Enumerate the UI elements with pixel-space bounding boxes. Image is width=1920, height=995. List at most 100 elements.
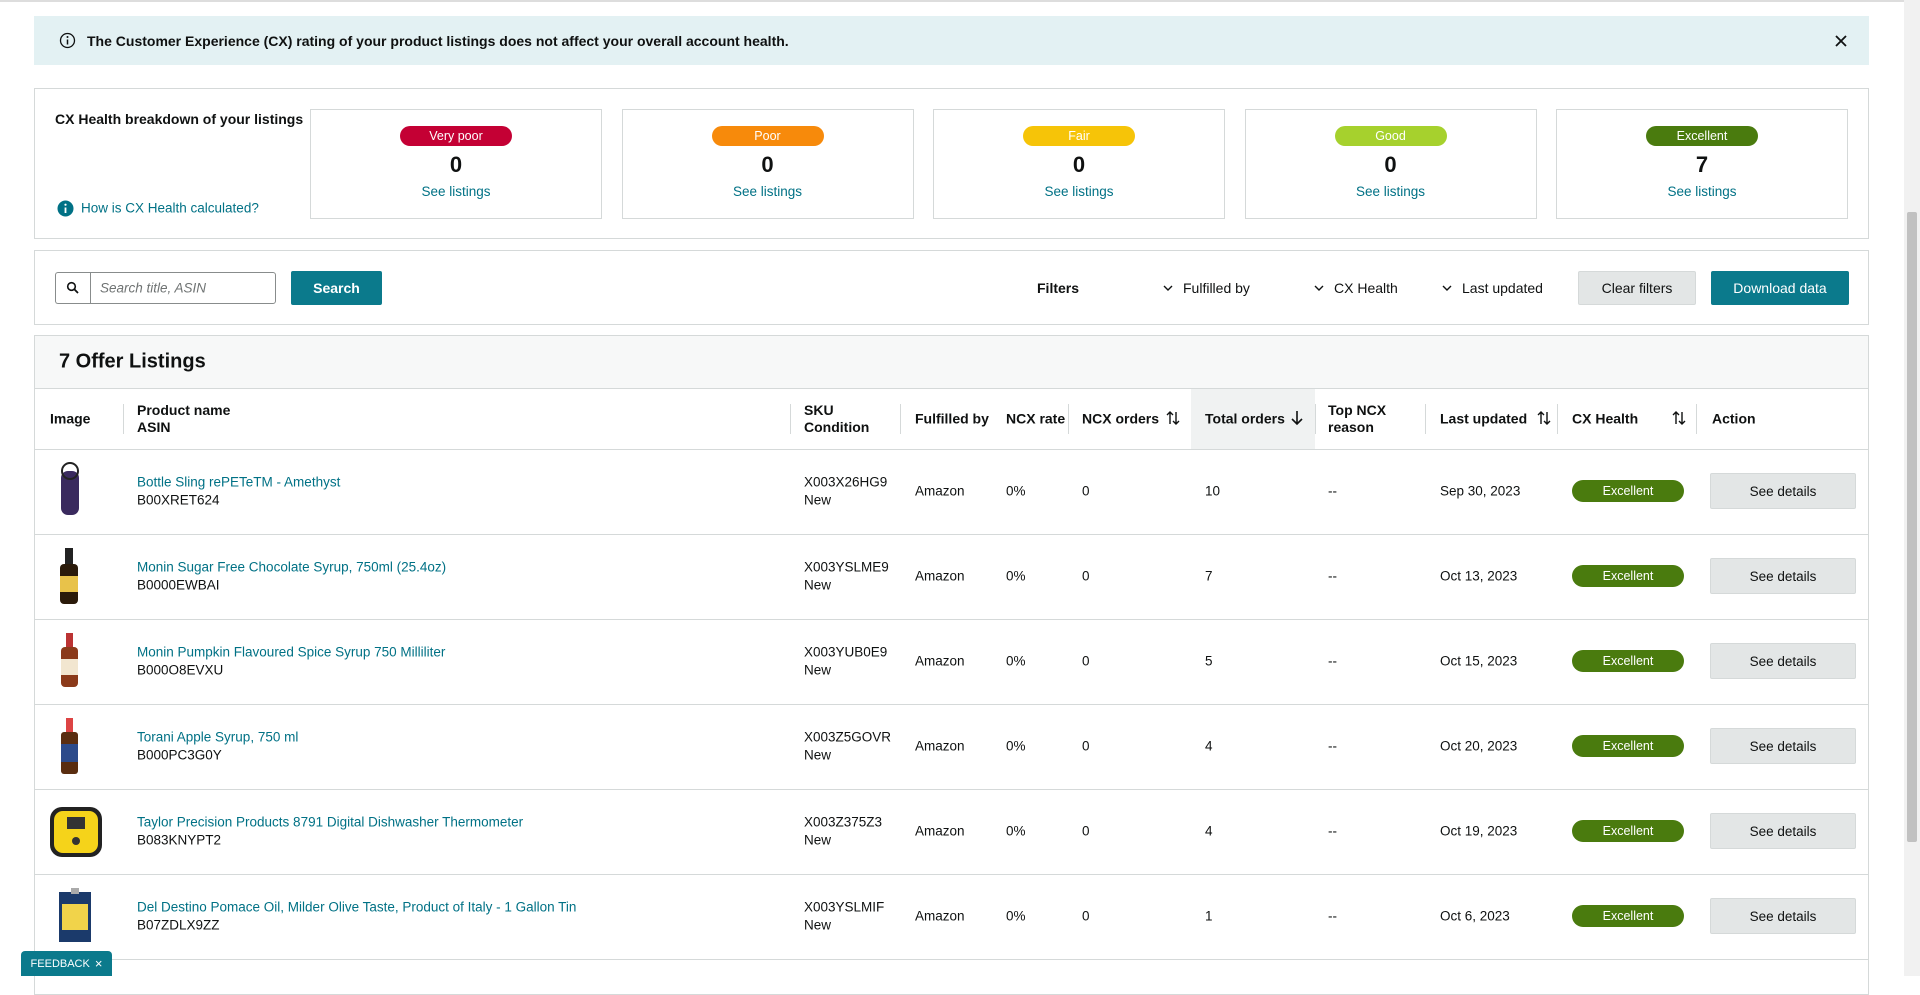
see-details-button[interactable]: See details bbox=[1710, 473, 1856, 509]
column-separator bbox=[1068, 404, 1069, 434]
column-header: Total orders bbox=[1205, 411, 1285, 428]
product-line1[interactable]: Torani Apple Syrup, 750 ml bbox=[137, 729, 299, 745]
total-orders: 5 bbox=[1205, 653, 1213, 669]
product-line1[interactable]: Monin Sugar Free Chocolate Syrup, 750ml … bbox=[137, 559, 447, 575]
column-separator bbox=[790, 404, 791, 434]
filter-label: Fulfilled by bbox=[1183, 280, 1250, 296]
download-button[interactable]: Download data bbox=[1711, 271, 1849, 305]
column-separator bbox=[1425, 404, 1426, 434]
product-image[interactable] bbox=[45, 544, 107, 608]
see-listings-link[interactable]: See listings bbox=[1044, 184, 1114, 199]
product-line1[interactable]: Bottle Sling rePETeTM - Amethyst bbox=[137, 474, 341, 490]
filter-dropdown[interactable]: Fulfilled by bbox=[1163, 272, 1250, 304]
see-listings-link[interactable]: See listings bbox=[732, 184, 803, 199]
search-icon-box bbox=[55, 272, 90, 304]
product-line1[interactable]: Monin Pumpkin Flavoured Spice Syrup 750 … bbox=[137, 644, 446, 660]
cx-health-badge: Excellent bbox=[1572, 820, 1684, 842]
product-line1[interactable]: Taylor Precision Products 8791 Digital D… bbox=[137, 814, 524, 830]
see-details-button[interactable]: See details bbox=[1710, 813, 1856, 849]
top-ncx-reason: -- bbox=[1328, 653, 1337, 669]
see-listings-link[interactable]: See listings bbox=[1355, 184, 1426, 199]
listings-panel: 7 Offer Listings Image Product name ASIN SK… bbox=[34, 335, 1869, 995]
feedback-close[interactable]: × bbox=[94, 956, 103, 971]
row-divider bbox=[35, 534, 1868, 535]
search-icon bbox=[66, 281, 79, 294]
fulfilled-by: Amazon bbox=[915, 653, 965, 669]
filter-dropdown[interactable]: Last updated bbox=[1442, 272, 1543, 304]
last-updated: Sep 30, 2023 bbox=[1440, 483, 1521, 499]
top-ncx-reason: -- bbox=[1328, 823, 1337, 839]
sku-line1: X003YSLME9 bbox=[804, 559, 889, 575]
breakdown-title: CX Health breakdown of your listings bbox=[55, 111, 304, 127]
health-card: Excellent 7 See listings bbox=[1556, 109, 1848, 219]
product-image[interactable] bbox=[45, 799, 107, 863]
column-header: CX Health bbox=[1572, 411, 1638, 428]
product-line2: B083KNYPT2 bbox=[137, 832, 222, 848]
sort-icon[interactable] bbox=[1166, 410, 1180, 426]
sort-icon[interactable] bbox=[1537, 410, 1551, 426]
scrollbar-thumb[interactable] bbox=[1907, 212, 1917, 842]
sort-icon[interactable] bbox=[1672, 410, 1686, 426]
cx-health-badge: Excellent bbox=[1572, 650, 1684, 672]
sort-icon[interactable] bbox=[1290, 410, 1304, 426]
column-header-line: SKU bbox=[804, 402, 834, 418]
product-image[interactable] bbox=[45, 459, 107, 523]
help-link[interactable]: How is CX Health calculated? bbox=[81, 200, 259, 216]
column-header-line: Top NCX bbox=[1328, 402, 1387, 418]
see-details-button[interactable]: See details bbox=[1710, 558, 1856, 594]
column-header: NCX orders bbox=[1082, 411, 1159, 428]
column-header-line: NCX orders bbox=[1082, 410, 1160, 427]
clear-filters-button[interactable]: Clear filters bbox=[1578, 271, 1696, 305]
see-listings-link[interactable]: See listings bbox=[421, 184, 491, 199]
info-icon bbox=[59, 32, 76, 49]
last-updated: Oct 20, 2023 bbox=[1440, 738, 1518, 754]
see-details-button[interactable]: See details bbox=[1710, 728, 1856, 764]
product-image[interactable] bbox=[45, 714, 107, 778]
health-count: 0 bbox=[1072, 152, 1086, 177]
column-header: Product name ASIN bbox=[137, 402, 230, 436]
column-header: Top NCX reason bbox=[1328, 402, 1386, 436]
health-badge: Excellent bbox=[1646, 126, 1758, 146]
health-badge: Fair bbox=[1023, 126, 1135, 146]
sku-line1: X003Z5GOVR bbox=[804, 729, 892, 745]
product-image[interactable] bbox=[45, 884, 107, 948]
close-button[interactable] bbox=[1834, 34, 1848, 48]
column-header: NCX rate bbox=[1006, 411, 1065, 428]
ncx-rate: 0% bbox=[1006, 823, 1026, 839]
column-header-line: Fulfilled by bbox=[915, 410, 989, 427]
search-input[interactable]: Search title, ASIN bbox=[90, 272, 276, 304]
see-listings-link[interactable]: See listings bbox=[1667, 184, 1737, 199]
product-line2: B000PC3G0Y bbox=[137, 747, 222, 763]
ncx-orders: 0 bbox=[1082, 568, 1090, 584]
column-separator bbox=[1696, 404, 1697, 434]
top-ncx-reason: -- bbox=[1328, 738, 1337, 754]
product-line1[interactable]: Del Destino Pomace Oil, Milder Olive Tas… bbox=[137, 899, 577, 915]
ncx-orders: 0 bbox=[1082, 653, 1090, 669]
chevron-icon bbox=[1163, 285, 1173, 291]
search-button[interactable]: Search bbox=[291, 271, 382, 305]
feedback-tab[interactable]: FEEDBACK × bbox=[21, 951, 112, 976]
sku-line2: New bbox=[804, 492, 832, 508]
product-image[interactable] bbox=[45, 629, 107, 693]
column-header-line: NCX rate bbox=[1006, 410, 1066, 427]
row-divider bbox=[35, 619, 1868, 620]
ncx-rate: 0% bbox=[1006, 483, 1026, 499]
ncx-rate: 0% bbox=[1006, 653, 1026, 669]
filter-label: Last updated bbox=[1462, 280, 1543, 296]
column-separator bbox=[123, 404, 124, 434]
filter-dropdown[interactable]: CX Health bbox=[1314, 272, 1398, 304]
column-header-line: Last updated bbox=[1440, 410, 1528, 427]
ncx-orders: 0 bbox=[1082, 823, 1090, 839]
column-header: Fulfilled by bbox=[915, 411, 989, 428]
sku-line2: New bbox=[804, 577, 832, 593]
ncx-orders: 0 bbox=[1082, 483, 1090, 499]
last-updated: Oct 6, 2023 bbox=[1440, 908, 1510, 924]
see-details-button[interactable]: See details bbox=[1710, 643, 1856, 679]
column-header-line: Condition bbox=[804, 419, 870, 435]
column-separator bbox=[1557, 404, 1558, 434]
column-header-line: ASIN bbox=[137, 419, 171, 435]
see-details-button[interactable]: See details bbox=[1710, 898, 1856, 934]
sku-line1: X003YUB0E9 bbox=[804, 644, 888, 660]
